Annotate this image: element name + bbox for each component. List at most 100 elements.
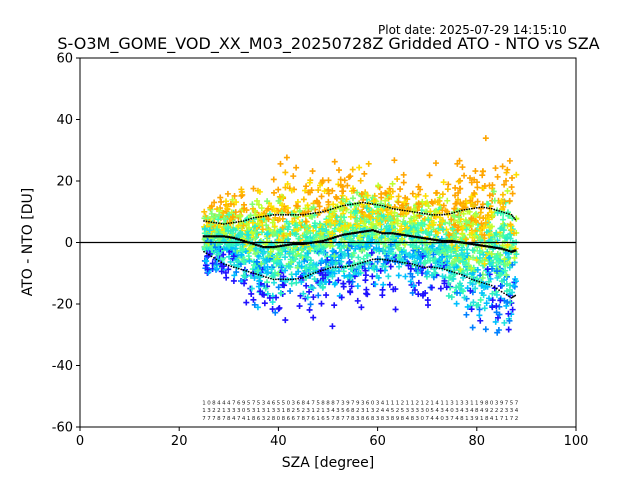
scatter-point (493, 303, 500, 310)
scatter-point (338, 258, 345, 265)
std-point (279, 213, 282, 216)
scatter-point (362, 277, 369, 284)
std-point (265, 276, 267, 278)
scatter-point (506, 157, 513, 164)
scatter-point (453, 244, 460, 251)
scatter-point (502, 267, 509, 274)
std-point (334, 266, 337, 268)
std-point (307, 274, 310, 277)
std-point (304, 213, 307, 216)
bin-count-label: 3 (416, 416, 420, 422)
scatter-point (430, 251, 437, 258)
std-point (446, 269, 448, 272)
scatter-point (224, 246, 231, 253)
scatter-point (456, 157, 463, 164)
scatter-point (382, 189, 389, 196)
scatter-point (405, 262, 412, 269)
std-point (267, 214, 270, 217)
std-point (416, 211, 419, 214)
bin-count-label: 4 (381, 400, 385, 406)
scatter-point (512, 278, 519, 285)
scatter-point (411, 286, 418, 293)
std-point (514, 294, 517, 297)
bin-count-label: 3 (371, 408, 375, 414)
scatter-point (460, 288, 467, 295)
scatter-point (409, 190, 416, 197)
scatter-point (442, 219, 449, 226)
bin-count-label: 3 (376, 416, 380, 422)
scatter-point (322, 272, 329, 279)
std-point (312, 272, 315, 275)
scatter-point (313, 246, 320, 253)
bin-count-label: 3 (376, 400, 380, 406)
scatter-point (375, 213, 382, 220)
scatter-point (363, 205, 370, 212)
scatter-point (462, 204, 469, 211)
scatter-point (277, 261, 284, 268)
bin-count-label: 1 (411, 400, 415, 406)
scatter-point (463, 226, 470, 233)
std-point (408, 210, 411, 213)
scatter-point (329, 230, 336, 237)
bin-count-label: 1 (316, 416, 320, 422)
std-point (433, 266, 436, 269)
bin-count-label: 6 (237, 400, 241, 406)
scatter-point (215, 245, 222, 252)
scatter-point (440, 202, 447, 209)
scatter-point (411, 213, 418, 220)
scatter-point (287, 288, 294, 295)
scatter-point (231, 192, 238, 199)
std-point (297, 213, 300, 216)
scatter-point (390, 286, 397, 293)
scatter-point (470, 254, 477, 261)
scatter-point (307, 245, 314, 252)
scatter-point (304, 202, 311, 209)
scatter-point (215, 216, 222, 223)
scatter-point (501, 256, 508, 263)
bin-count-label: 6 (366, 416, 370, 422)
bin-count-label: 2 (515, 416, 519, 422)
scatter-point (425, 225, 432, 232)
scatter-point (444, 258, 451, 265)
bin-count-label: 7 (212, 416, 216, 422)
std-point (475, 280, 478, 282)
scatter-point (300, 196, 307, 203)
scatter-point (382, 197, 389, 204)
bin-count-label: 1 (257, 408, 261, 414)
bin-count-label: 2 (212, 408, 216, 414)
scatter-point (363, 252, 370, 259)
scatter-point (395, 245, 402, 252)
scatter-point (272, 309, 279, 316)
scatter-point (453, 300, 460, 307)
scatter-point (231, 272, 238, 279)
scatter-point (513, 251, 520, 258)
scatter-point (247, 212, 254, 219)
scatter-point (439, 218, 446, 225)
bin-count-label: 5 (282, 400, 286, 406)
scatter-point (500, 203, 507, 210)
scatter-point (435, 225, 442, 232)
std-point (465, 208, 468, 211)
scatter-point (428, 217, 435, 224)
scatter-point (486, 192, 493, 199)
scatter-point (415, 248, 422, 255)
bin-count-label: 7 (331, 416, 335, 422)
scatter-point (402, 250, 409, 257)
bin-count-label: 0 (287, 400, 291, 406)
scatter-point (439, 273, 446, 280)
bin-count-label: 1 (480, 416, 484, 422)
std-point (384, 205, 386, 208)
scatter-point (490, 188, 497, 195)
scatter-point (359, 208, 366, 215)
scatter-point (293, 164, 300, 171)
scatter-point (471, 212, 478, 219)
scatter-point (316, 281, 323, 288)
scatter-point (322, 279, 329, 286)
std-point (500, 210, 503, 213)
scatter-point (410, 228, 417, 235)
bin-count-label: 5 (326, 416, 330, 422)
std-point (247, 218, 250, 221)
scatter-point (474, 198, 481, 205)
bin-count-label: 7 (341, 416, 345, 422)
std-point (483, 282, 486, 285)
